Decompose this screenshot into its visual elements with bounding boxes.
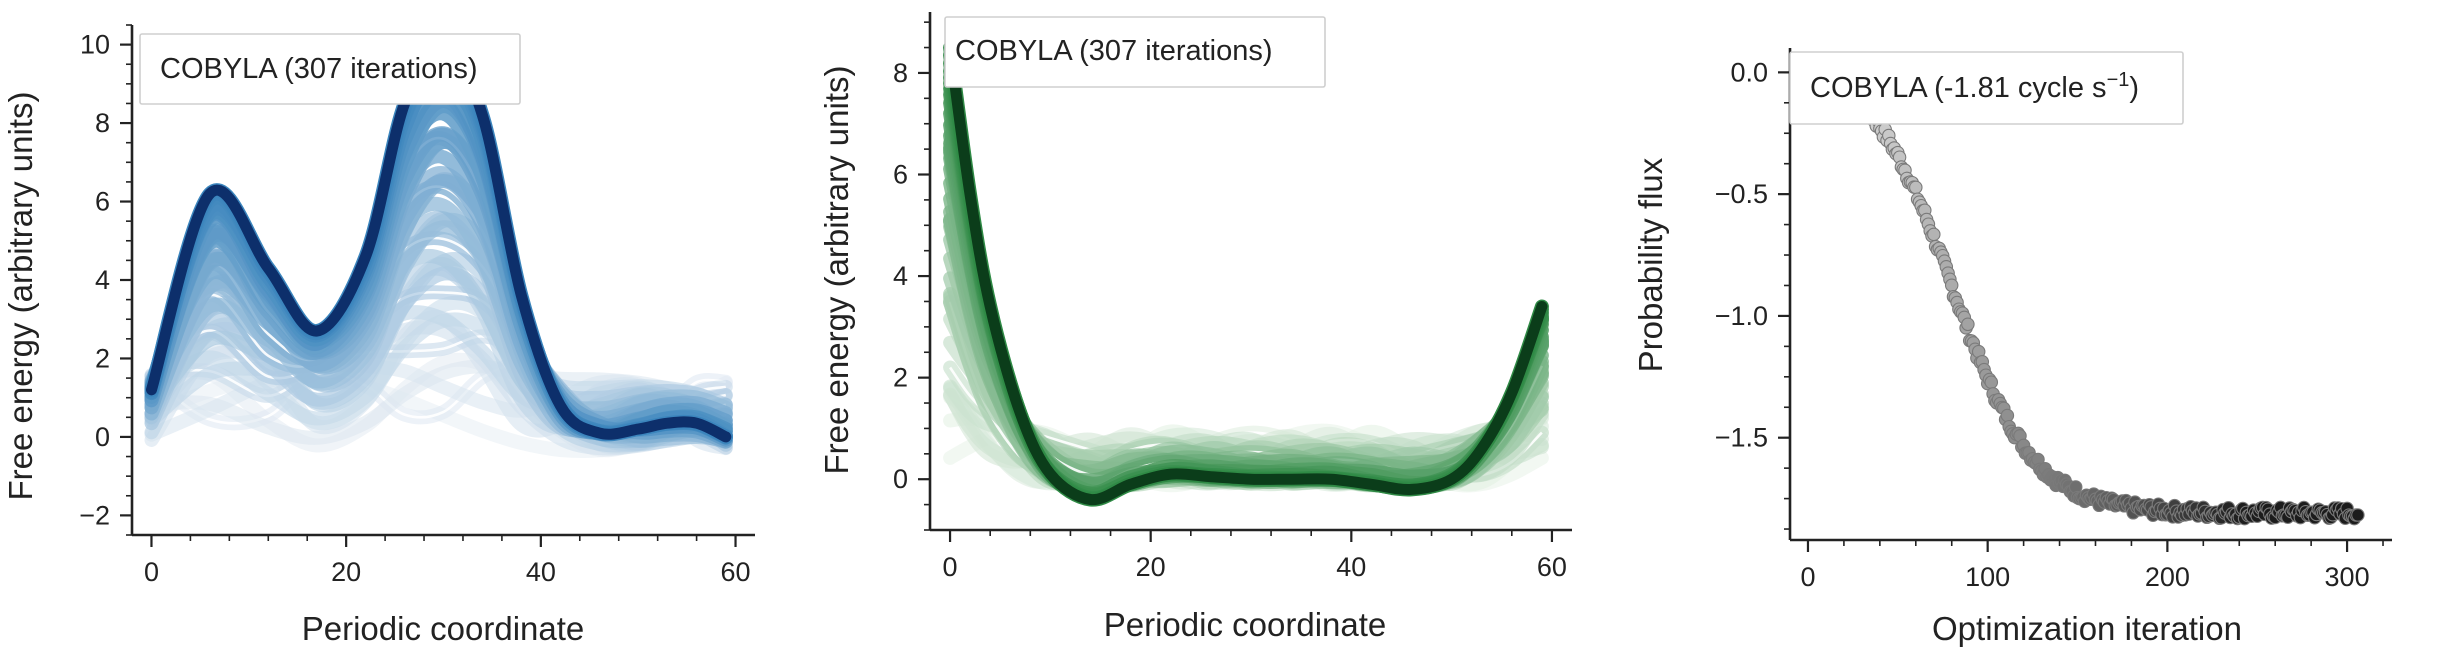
y-tick-label: −0.5 bbox=[1715, 179, 1768, 209]
y-axis-label: Free energy (arbitrary units) bbox=[818, 66, 855, 475]
y-tick-label: 0 bbox=[893, 464, 908, 494]
y-tick-label: 4 bbox=[893, 261, 908, 291]
chart-panel-probability-flux: 0 100 200 300 0.0 −0.5 −1.0 −1.5 COBYLA (-1.81 … bbox=[1632, 48, 2392, 647]
x-tick-label: 300 bbox=[2325, 562, 2370, 592]
data-point bbox=[2351, 508, 2365, 522]
y-axis-label: Free energy (arbitrary units) bbox=[2, 92, 39, 501]
chart-panel-free-energy-green: 0 20 40 60 0 2 4 6 8 COBYLA (307 iterations) Per… bbox=[818, 12, 1572, 643]
legend-label: COBYLA (307 iterations) bbox=[160, 53, 478, 85]
y-tick-label: 4 bbox=[95, 265, 110, 295]
axes bbox=[1778, 48, 2392, 552]
tick-labels: 0 20 40 60 0 2 4 6 8 bbox=[893, 58, 1567, 582]
tick-labels: 0 100 200 300 0.0 −0.5 −1.0 −1.5 bbox=[1715, 57, 2370, 592]
x-tick-label: 40 bbox=[526, 557, 556, 587]
series-lines bbox=[943, 40, 1549, 507]
y-tick-label: 0 bbox=[95, 422, 110, 452]
y-tick-label: −1.0 bbox=[1715, 301, 1768, 331]
x-axis-label: Periodic coordinate bbox=[1104, 606, 1387, 643]
y-tick-label: 8 bbox=[95, 108, 110, 138]
x-axis-label: Periodic coordinate bbox=[302, 610, 585, 647]
data-point bbox=[1944, 278, 1959, 293]
series-lines bbox=[144, 37, 733, 459]
y-tick-label: 2 bbox=[95, 343, 110, 373]
x-tick-label: 60 bbox=[1537, 552, 1567, 582]
axes bbox=[120, 24, 755, 547]
scatter-points bbox=[1801, 65, 2365, 526]
x-tick-label: 20 bbox=[331, 557, 361, 587]
legend-box bbox=[944, 16, 1326, 88]
y-tick-label: −2 bbox=[79, 500, 110, 530]
data-point bbox=[2000, 408, 2015, 423]
data-point bbox=[1984, 375, 1999, 389]
y-tick-label: 2 bbox=[893, 363, 908, 393]
y-tick-label: 0.0 bbox=[1730, 57, 1768, 87]
y-tick-label: 8 bbox=[893, 58, 908, 88]
x-tick-label: 0 bbox=[144, 557, 159, 587]
x-tick-label: 20 bbox=[1136, 552, 1166, 582]
data-point bbox=[1909, 180, 1923, 195]
x-tick-label: 0 bbox=[943, 552, 958, 582]
axes bbox=[918, 12, 1572, 542]
chart-panel-free-energy-blue: 0 20 40 60 −2 0 2 4 6 8 10 COBYLA (307 iterations)… bbox=[2, 24, 755, 647]
legend-label: COBYLA (307 iterations) bbox=[955, 35, 1273, 67]
data-point bbox=[1927, 227, 1941, 242]
y-tick-label: −1.5 bbox=[1715, 423, 1768, 453]
x-tick-label: 0 bbox=[1800, 562, 1815, 592]
y-tick-label: 10 bbox=[80, 30, 110, 60]
y-tick-label: 6 bbox=[95, 187, 110, 217]
tick-labels: 0 20 40 60 −2 0 2 4 6 8 10 bbox=[79, 30, 750, 587]
y-axis-label: Probability flux bbox=[1632, 157, 1669, 372]
x-tick-label: 200 bbox=[2145, 562, 2190, 592]
legend-box bbox=[139, 33, 521, 105]
data-point bbox=[1961, 317, 1975, 332]
x-tick-label: 100 bbox=[1965, 562, 2010, 592]
legend-label: COBYLA (-1.81 cycle s−1) bbox=[1810, 69, 2139, 104]
x-tick-label: 60 bbox=[721, 557, 751, 587]
x-tick-label: 40 bbox=[1336, 552, 1366, 582]
y-tick-label: 6 bbox=[893, 160, 908, 190]
final-curve bbox=[944, 42, 1548, 506]
x-axis-label: Optimization iteration bbox=[1932, 610, 2242, 647]
legend-box bbox=[1789, 51, 2184, 125]
